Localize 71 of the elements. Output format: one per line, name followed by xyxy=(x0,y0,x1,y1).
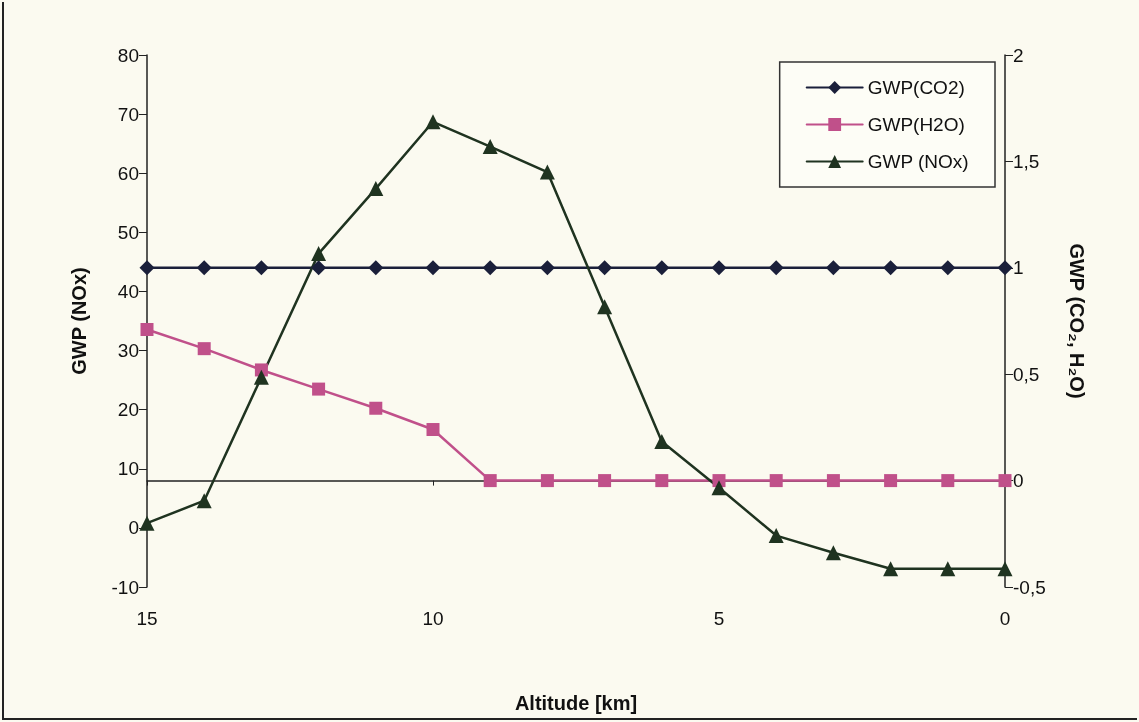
y-tick-label: 50 xyxy=(117,221,139,243)
y2-tick-label: 0,5 xyxy=(1013,363,1040,385)
y2-tick-label: -0,5 xyxy=(1013,576,1046,598)
point xyxy=(197,342,211,356)
y-tick-label: 80 xyxy=(117,44,139,66)
point xyxy=(997,561,1013,577)
point xyxy=(654,260,670,276)
point xyxy=(539,164,555,180)
point xyxy=(884,474,898,488)
legend-label: GWP (NOx) xyxy=(867,151,969,172)
y2-tick-label: 1,5 xyxy=(1013,150,1040,172)
point xyxy=(140,323,154,337)
point xyxy=(196,493,212,509)
point xyxy=(768,260,784,276)
y-tick-label: 10 xyxy=(117,458,139,480)
point xyxy=(482,260,498,276)
point xyxy=(654,434,670,450)
point xyxy=(311,260,327,276)
point xyxy=(539,260,555,276)
y-tick-label: 20 xyxy=(117,399,139,421)
y-tick-label: -10 xyxy=(111,576,139,598)
point xyxy=(655,474,669,488)
point xyxy=(139,260,155,276)
point xyxy=(425,260,441,276)
point xyxy=(940,260,956,276)
point xyxy=(826,474,840,488)
point xyxy=(597,299,613,315)
point xyxy=(711,260,727,276)
point xyxy=(825,545,841,561)
point xyxy=(940,561,956,577)
point xyxy=(253,260,269,276)
point xyxy=(425,114,441,130)
point xyxy=(825,260,841,276)
point xyxy=(312,382,326,396)
point xyxy=(368,181,384,197)
point xyxy=(482,139,498,155)
x-tick-label: 5 xyxy=(713,608,725,629)
y2-tick-label: 0 xyxy=(1013,470,1024,492)
legend-label: GWP(H2O) xyxy=(867,114,965,135)
point xyxy=(369,401,383,415)
point xyxy=(598,474,612,488)
point xyxy=(883,561,899,577)
x-axis-title: Altitude [km] xyxy=(514,692,638,714)
point xyxy=(769,474,783,488)
y-tick-label: 60 xyxy=(117,162,139,184)
y-tick-label: 30 xyxy=(117,340,139,362)
x-tick-label: 10 xyxy=(422,608,444,629)
point xyxy=(997,260,1013,276)
point xyxy=(768,528,784,544)
y-tick-label: 70 xyxy=(117,103,139,125)
legend-label: GWP(CO2) xyxy=(867,77,965,98)
point xyxy=(368,260,384,276)
point xyxy=(711,480,727,496)
point xyxy=(253,369,269,385)
y2-tick-label: 1 xyxy=(1013,257,1024,279)
point xyxy=(426,423,440,437)
point xyxy=(139,515,155,531)
y2-axis-title: GWP (CO₂, H₂O) xyxy=(1066,243,1088,399)
y-tick-label: 0 xyxy=(128,517,139,539)
point xyxy=(311,246,327,262)
x-tick-label: 15 xyxy=(136,608,158,629)
point xyxy=(597,260,613,276)
x-tick-label: 0 xyxy=(999,608,1011,629)
y-axis-title: GWP (NOx) xyxy=(68,267,90,375)
point xyxy=(483,474,497,488)
point xyxy=(196,260,212,276)
y2-tick-label: 2 xyxy=(1013,44,1024,66)
point xyxy=(941,474,955,488)
y-tick-label: 40 xyxy=(117,280,139,302)
point xyxy=(540,474,554,488)
point xyxy=(883,260,899,276)
